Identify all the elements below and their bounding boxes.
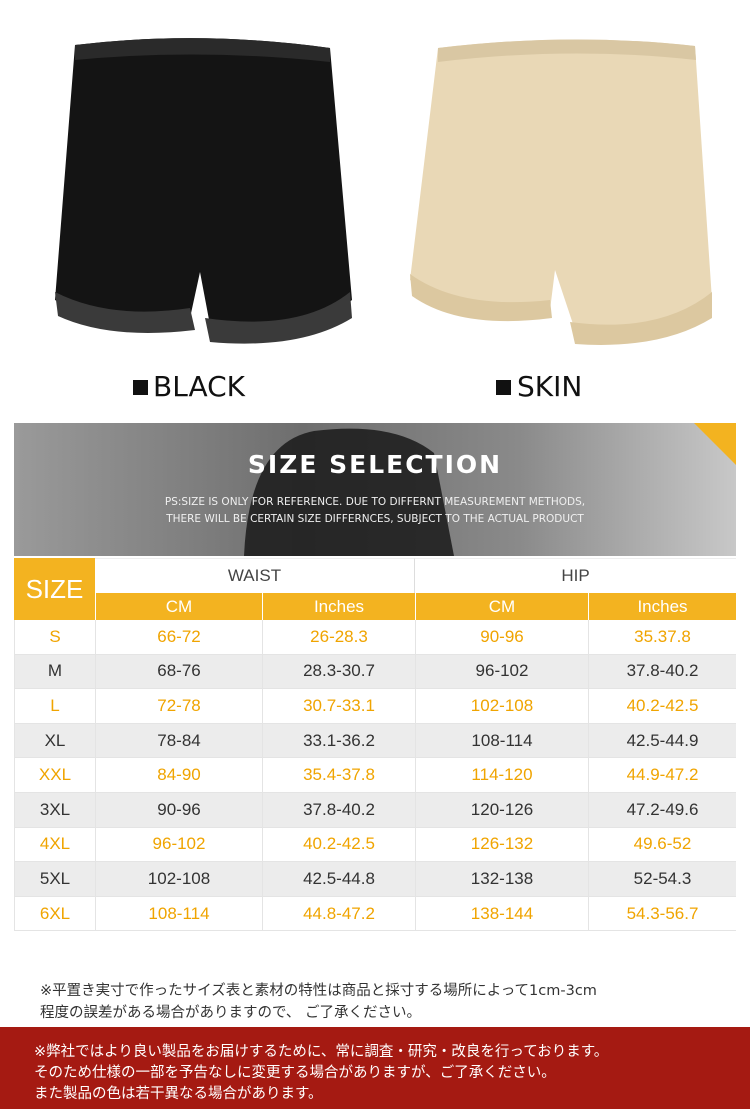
notice-text: ※弊社ではより良い製品をお届けするために、常に調査・研究・改良を行っております。 (34, 1044, 609, 1060)
size-cell: 4XL (14, 827, 95, 863)
value-cell: 26-28.3 (262, 620, 415, 655)
notice-text: そのため仕様の一部を予告なしに変更する場合がありますが、ご了承ください。 (34, 1065, 556, 1081)
group-header: WAIST (95, 558, 415, 593)
value-cell: 114-120 (415, 758, 588, 793)
value-cell: 49.6-52 (588, 827, 736, 863)
notice-text: また製品の色は若干異なる場合があります。 (34, 1086, 323, 1102)
notice-box: ※弊社ではより良い製品をお届けするために、常に調査・研究・改良を行っております。… (0, 1027, 750, 1109)
value-cell: 96-102 (415, 654, 588, 690)
value-cell: 96-102 (95, 827, 262, 863)
value-cell: 47.2-49.6 (588, 793, 736, 828)
value-cell: 90-96 (415, 620, 588, 655)
sub-header: CM (415, 593, 588, 620)
value-cell: 108-114 (95, 896, 262, 932)
value-cell: 102-108 (95, 862, 262, 897)
size-cell: 6XL (14, 896, 95, 932)
value-cell: 138-144 (415, 896, 588, 932)
value-cell: 78-84 (95, 723, 262, 759)
value-cell: 42.5-44.8 (262, 862, 415, 897)
value-cell: 120-126 (415, 793, 588, 828)
size-header: SIZE (14, 558, 95, 620)
value-cell: 35.37.8 (588, 620, 736, 655)
value-cell: 66-72 (95, 620, 262, 655)
value-cell: 37.8-40.2 (262, 793, 415, 828)
sub-header: CM (95, 593, 262, 620)
value-cell: 30.7-33.1 (262, 689, 415, 724)
value-cell: 90-96 (95, 793, 262, 828)
size-cell: M (14, 654, 95, 690)
size-cell: 3XL (14, 793, 95, 828)
value-cell: 28.3-30.7 (262, 654, 415, 690)
value-cell: 35.4-37.8 (262, 758, 415, 793)
banner-title: SIZE SELECTION (247, 450, 503, 479)
banner-decoration (244, 423, 736, 556)
value-cell: 40.2-42.5 (588, 689, 736, 724)
size-cell: 5XL (14, 862, 95, 897)
size-cell: XXL (14, 758, 95, 793)
sub-header: Inches (588, 593, 736, 620)
value-cell: 33.1-36.2 (262, 723, 415, 759)
value-cell: 54.3-56.7 (588, 896, 736, 932)
group-header: HIP (415, 558, 736, 593)
value-cell: 68-76 (95, 654, 262, 690)
value-cell: 126-132 (415, 827, 588, 863)
product-label: BLACK (153, 370, 246, 403)
value-cell: 52-54.3 (588, 862, 736, 897)
footnote: ※平置き実寸で作ったサイズ表と素材の特性は商品と採寸する場所によって1cm-3c… (40, 983, 597, 999)
banner-note: THERE WILL BE CERTAIN SIZE DIFFERNCES, S… (166, 513, 584, 525)
value-cell: 84-90 (95, 758, 262, 793)
size-cell: S (14, 620, 95, 655)
value-cell: 72-78 (95, 689, 262, 724)
product-label: SKIN (517, 370, 583, 403)
value-cell: 102-108 (415, 689, 588, 724)
banner-note: PS:SIZE IS ONLY FOR REFERENCE. DUE TO DI… (164, 496, 586, 508)
value-cell: 44.8-47.2 (262, 896, 415, 932)
footnote: 程度の誤差がある場合がありますので、 ご了承ください。 (40, 1005, 422, 1021)
product-images (55, 38, 712, 395)
value-cell: 108-114 (415, 723, 588, 759)
banner: SIZE SELECTION PS:SIZE IS ONLY FOR REFER… (14, 423, 736, 556)
value-cell: 44.9-47.2 (588, 758, 736, 793)
value-cell: 37.8-40.2 (588, 654, 736, 690)
value-cell: 42.5-44.9 (588, 723, 736, 759)
value-cell: 132-138 (415, 862, 588, 897)
value-cell: 40.2-42.5 (262, 827, 415, 863)
sub-header: Inches (262, 593, 415, 620)
size-cell: XL (14, 723, 95, 759)
size-cell: L (14, 689, 95, 724)
